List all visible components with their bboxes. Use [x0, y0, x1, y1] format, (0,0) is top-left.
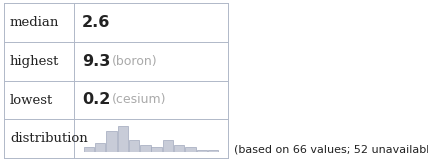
Bar	[208, 150, 218, 152]
Text: lowest: lowest	[10, 93, 53, 106]
Bar	[152, 147, 162, 152]
Text: (cesium): (cesium)	[111, 93, 166, 106]
Text: 9.3: 9.3	[82, 54, 110, 69]
Text: (based on 66 values; 52 unavailable): (based on 66 values; 52 unavailable)	[234, 145, 428, 155]
Bar	[174, 145, 184, 152]
Bar	[197, 150, 207, 152]
Bar	[163, 140, 173, 152]
Text: 0.2: 0.2	[82, 93, 110, 108]
Bar	[185, 147, 196, 152]
Bar	[106, 131, 116, 152]
Bar	[95, 143, 105, 152]
Text: median: median	[10, 16, 59, 29]
Text: 2.6: 2.6	[82, 15, 110, 30]
Text: highest: highest	[10, 55, 59, 68]
Text: distribution: distribution	[10, 132, 88, 145]
Bar	[129, 140, 139, 152]
Bar	[140, 145, 151, 152]
Bar	[83, 147, 94, 152]
Text: (boron): (boron)	[111, 55, 157, 68]
Bar	[118, 126, 128, 152]
